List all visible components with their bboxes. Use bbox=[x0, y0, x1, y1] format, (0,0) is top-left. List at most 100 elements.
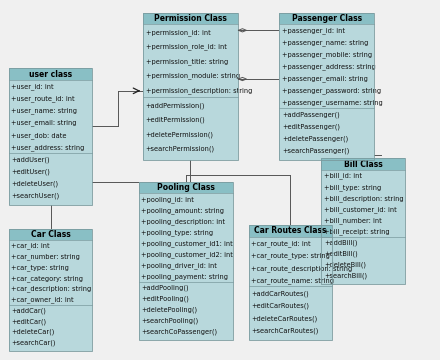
Text: +pooling_payment: string: +pooling_payment: string bbox=[141, 273, 228, 280]
Text: +car_type: string: +car_type: string bbox=[11, 264, 70, 271]
Text: +car_description: string: +car_description: string bbox=[11, 286, 92, 292]
Text: +bill_type: string: +bill_type: string bbox=[324, 184, 381, 190]
Bar bbox=[249, 237, 332, 287]
Text: +pooling_customer_id1: int: +pooling_customer_id1: int bbox=[141, 240, 233, 247]
Text: +pooling_customer_id2: int: +pooling_customer_id2: int bbox=[141, 251, 233, 258]
Text: +passenger_id: int: +passenger_id: int bbox=[282, 27, 345, 34]
Bar bbox=[249, 225, 332, 340]
Bar bbox=[139, 193, 233, 282]
Bar bbox=[249, 225, 332, 237]
Text: +user_address: string: +user_address: string bbox=[11, 144, 85, 151]
Text: +permission_description: string: +permission_description: string bbox=[146, 87, 252, 94]
Bar bbox=[143, 97, 238, 160]
Text: Permission Class: Permission Class bbox=[154, 14, 227, 23]
Text: +pooling_type: string: +pooling_type: string bbox=[141, 229, 213, 236]
Text: +editUser(): +editUser() bbox=[11, 168, 50, 175]
Text: +editPooling(): +editPooling() bbox=[141, 296, 189, 302]
Text: +passenger_address: string: +passenger_address: string bbox=[282, 63, 376, 70]
Text: +addCar(): +addCar() bbox=[11, 307, 46, 314]
Text: +pooling_amount: string: +pooling_amount: string bbox=[141, 207, 224, 214]
Bar bbox=[9, 229, 92, 351]
Text: +permission_title: string: +permission_title: string bbox=[146, 58, 228, 65]
Text: +editPermission(): +editPermission() bbox=[146, 117, 205, 123]
Text: +addPassenger(): +addPassenger() bbox=[282, 112, 340, 118]
Text: Car Routes Class: Car Routes Class bbox=[254, 226, 326, 235]
Bar bbox=[143, 13, 238, 24]
Text: +searchUser(): +searchUser() bbox=[11, 193, 60, 199]
Text: +user_id: int: +user_id: int bbox=[11, 83, 54, 90]
Text: +deletePassenger(): +deletePassenger() bbox=[282, 136, 348, 142]
Text: +car_number: string: +car_number: string bbox=[11, 253, 81, 260]
Text: +car_route_id: int: +car_route_id: int bbox=[251, 240, 311, 247]
Text: +bill_number: int: +bill_number: int bbox=[324, 217, 381, 224]
Text: +car_route_name: string: +car_route_name: string bbox=[251, 278, 334, 284]
Text: +searchPermission(): +searchPermission() bbox=[146, 146, 215, 153]
Bar bbox=[9, 229, 92, 240]
Text: +user_email: string: +user_email: string bbox=[11, 120, 77, 126]
Text: +car_id: int: +car_id: int bbox=[11, 243, 50, 249]
Bar bbox=[139, 282, 233, 340]
Bar bbox=[249, 287, 332, 340]
Text: +deleteCar(): +deleteCar() bbox=[11, 329, 55, 336]
Text: user class: user class bbox=[29, 69, 72, 78]
Bar bbox=[9, 80, 92, 153]
Text: +searchBill(): +searchBill() bbox=[324, 273, 367, 279]
Text: +bill_id: int: +bill_id: int bbox=[324, 173, 362, 179]
Text: +permission_module: string: +permission_module: string bbox=[146, 73, 240, 80]
Bar bbox=[9, 68, 92, 80]
Bar bbox=[9, 68, 92, 205]
Bar bbox=[279, 13, 374, 24]
Text: +searchPooling(): +searchPooling() bbox=[141, 318, 198, 324]
Text: +car_owner_id: int: +car_owner_id: int bbox=[11, 297, 74, 303]
Text: +bill_customer_id: int: +bill_customer_id: int bbox=[324, 206, 396, 213]
Text: +addUser(): +addUser() bbox=[11, 156, 50, 163]
Text: Car Class: Car Class bbox=[31, 230, 70, 239]
Bar bbox=[321, 158, 405, 170]
Text: +permission_role_id: int: +permission_role_id: int bbox=[146, 44, 227, 50]
Text: +bill_receipt: string: +bill_receipt: string bbox=[324, 228, 389, 235]
Text: +searchPassenger(): +searchPassenger() bbox=[282, 148, 349, 154]
Text: +car_route_type: string: +car_route_type: string bbox=[251, 252, 330, 259]
Bar bbox=[9, 240, 92, 305]
Bar bbox=[143, 13, 238, 160]
Text: Pooling Class: Pooling Class bbox=[157, 183, 215, 192]
Text: +deleteUser(): +deleteUser() bbox=[11, 181, 59, 187]
Text: +user_name: string: +user_name: string bbox=[11, 108, 77, 114]
Text: Bill Class: Bill Class bbox=[344, 160, 382, 168]
Text: +editPassenger(): +editPassenger() bbox=[282, 124, 340, 130]
Text: +addCarRoutes(): +addCarRoutes() bbox=[251, 290, 309, 297]
Bar bbox=[321, 237, 405, 284]
Text: +addBill(): +addBill() bbox=[324, 239, 357, 246]
Bar bbox=[9, 153, 92, 205]
Bar bbox=[139, 182, 233, 193]
Text: +editBill(): +editBill() bbox=[324, 251, 358, 257]
Text: +deletePooling(): +deletePooling() bbox=[141, 307, 198, 313]
Bar bbox=[321, 158, 405, 284]
Text: +passenger_mobile: string: +passenger_mobile: string bbox=[282, 51, 372, 58]
Text: +editCar(): +editCar() bbox=[11, 318, 47, 325]
Bar bbox=[321, 170, 405, 237]
Bar bbox=[279, 108, 374, 160]
Text: +passenger_name: string: +passenger_name: string bbox=[282, 39, 368, 46]
Text: +passenger_email: string: +passenger_email: string bbox=[282, 76, 368, 82]
Text: +permission_id: int: +permission_id: int bbox=[146, 29, 210, 36]
Text: +car_route_description: string: +car_route_description: string bbox=[251, 265, 352, 272]
Bar bbox=[279, 13, 374, 160]
Text: +deleteCarRoutes(): +deleteCarRoutes() bbox=[251, 315, 318, 321]
Bar bbox=[143, 24, 238, 97]
Text: +bill_description: string: +bill_description: string bbox=[324, 195, 403, 202]
Bar bbox=[9, 305, 92, 351]
Text: +passenger_password: string: +passenger_password: string bbox=[282, 87, 381, 94]
Text: +addPooling(): +addPooling() bbox=[141, 284, 189, 291]
Text: +searchCoPassenger(): +searchCoPassenger() bbox=[141, 329, 217, 335]
Text: +searchCar(): +searchCar() bbox=[11, 340, 56, 346]
Text: +pooling_driver_id: int: +pooling_driver_id: int bbox=[141, 262, 217, 269]
Text: +car_category: string: +car_category: string bbox=[11, 275, 84, 282]
Text: +user_dob: date: +user_dob: date bbox=[11, 132, 67, 139]
Text: +pooling_description: int: +pooling_description: int bbox=[141, 218, 225, 225]
Text: +pooling_id: int: +pooling_id: int bbox=[141, 196, 194, 203]
Text: +editCarRoutes(): +editCarRoutes() bbox=[251, 303, 309, 309]
Bar bbox=[279, 24, 374, 108]
Text: +deletePermission(): +deletePermission() bbox=[146, 131, 214, 138]
Text: +searchCarRoutes(): +searchCarRoutes() bbox=[251, 328, 319, 334]
